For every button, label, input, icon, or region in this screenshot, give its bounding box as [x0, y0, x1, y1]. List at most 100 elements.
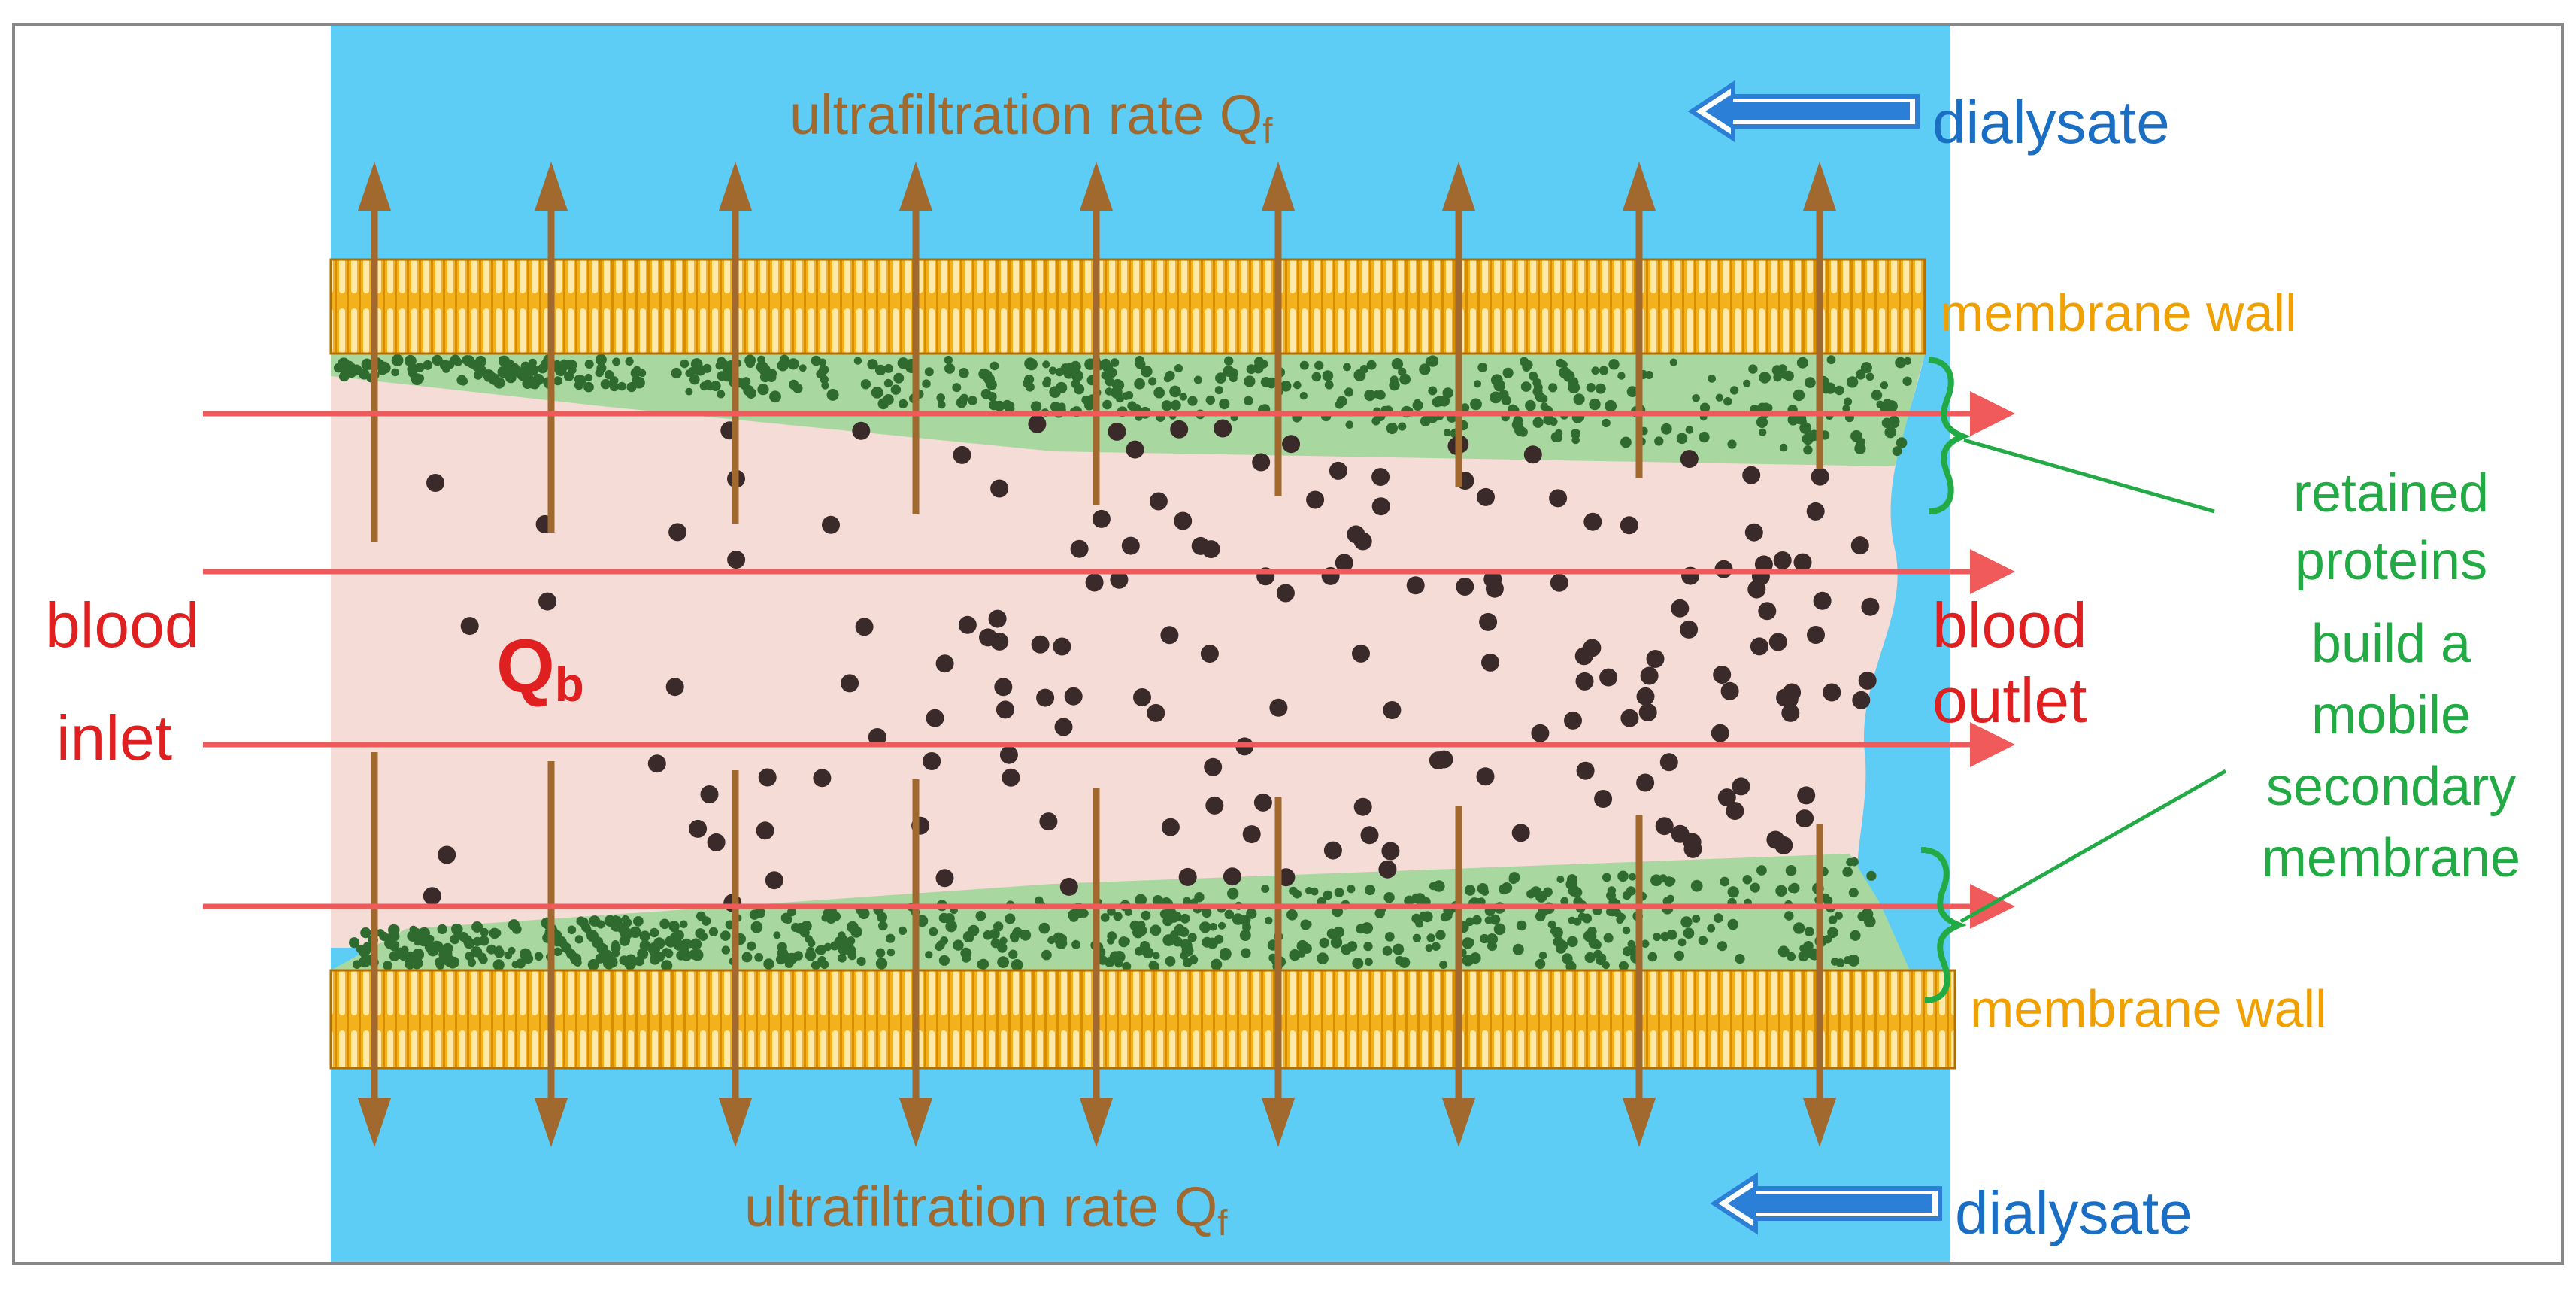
protein-dot: [1055, 367, 1065, 377]
blood-particle: [1252, 453, 1271, 472]
blood-particle: [1476, 767, 1495, 786]
blood-particle: [423, 887, 441, 906]
protein-dot: [1535, 958, 1546, 970]
protein-dot: [1530, 886, 1542, 898]
protein-dot: [1674, 950, 1684, 961]
protein-dot: [606, 956, 618, 968]
protein-dot: [1805, 377, 1816, 388]
protein-dot: [689, 374, 700, 385]
protein-dot: [1902, 376, 1912, 386]
protein-dot: [1007, 402, 1015, 410]
protein-dot: [1685, 426, 1694, 434]
protein-dot: [1041, 949, 1052, 961]
protein-dot: [1156, 390, 1165, 399]
protein-dot: [1471, 915, 1482, 925]
protein-dot: [886, 948, 896, 957]
protein-dot: [649, 927, 659, 938]
uf-arrow-down: [535, 761, 568, 1147]
protein-dot: [805, 949, 817, 961]
protein-dot: [1207, 937, 1218, 949]
protein-dot: [715, 361, 724, 370]
protein-dot: [1223, 365, 1235, 377]
protein-dot: [983, 930, 993, 940]
blood-particle: [1671, 599, 1690, 618]
protein-dot: [1115, 393, 1125, 403]
protein-dot: [1788, 884, 1797, 893]
uf-arrow-up: [535, 162, 568, 533]
protein-dot: [1244, 396, 1253, 406]
protein-dot: [818, 358, 827, 366]
protein-dot: [1605, 399, 1617, 412]
protein-dot: [1057, 934, 1068, 944]
blood-particle: [953, 445, 971, 464]
blood-particle: [1282, 435, 1301, 454]
protein-dot: [1205, 395, 1216, 405]
blood-particle: [994, 678, 1013, 697]
ultrafiltration-arrows: [358, 162, 1836, 1147]
protein-dot: [338, 362, 347, 372]
blood-particle: [1564, 711, 1582, 730]
protein-dot: [717, 390, 726, 399]
blood-particle: [1059, 877, 1078, 896]
protein-dot: [1224, 356, 1234, 366]
protein-dot: [1529, 371, 1538, 381]
protein-dot: [486, 944, 497, 955]
protein-dot: [1141, 365, 1153, 378]
protein-dot: [922, 379, 931, 388]
protein-dot: [1265, 916, 1273, 925]
blood-particle: [1160, 626, 1179, 645]
protein-dot: [1398, 422, 1407, 431]
protein-dot: [750, 921, 763, 933]
protein-dot: [1532, 378, 1542, 387]
protein-dot: [1135, 355, 1144, 365]
protein-dot: [467, 958, 477, 967]
protein-dot: [595, 368, 604, 378]
protein-dot: [1787, 414, 1799, 426]
blood-particle: [1149, 492, 1168, 511]
protein-dot: [710, 381, 721, 391]
blood-particle: [1329, 461, 1347, 480]
protein-dot: [1793, 922, 1805, 934]
protein-dot: [1180, 952, 1189, 960]
protein-dot: [701, 916, 711, 926]
protein-dot: [463, 355, 475, 367]
blood-particle: [1781, 703, 1800, 722]
protein-dot: [1748, 364, 1758, 374]
protein-dot: [1756, 416, 1768, 429]
protein-dot: [1432, 396, 1443, 408]
blood-particle: [668, 523, 687, 542]
protein-dot: [1804, 927, 1814, 936]
protein-dot: [1586, 383, 1596, 393]
blood-particle: [1594, 790, 1613, 808]
protein-dot: [432, 354, 443, 366]
membrane-wall-label-top: membrane wall: [1940, 284, 2297, 342]
protein-dot: [621, 929, 632, 940]
protein-dot: [685, 387, 693, 396]
protein-dot: [604, 369, 614, 380]
uf-arrow-up: [1803, 162, 1836, 469]
protein-dot: [1618, 961, 1629, 971]
protein-dot: [450, 934, 460, 945]
protein-dot: [1098, 955, 1108, 965]
blood-particle: [1638, 703, 1657, 721]
protein-dot: [1393, 943, 1405, 955]
blood-particle: [1713, 666, 1732, 684]
protein-dot: [690, 358, 703, 370]
blood-channel: [331, 354, 1925, 948]
protein-dot: [1570, 429, 1581, 439]
protein-dot: [1193, 375, 1202, 384]
protein-dot: [1187, 933, 1197, 942]
blood-particle: [1147, 703, 1165, 722]
blood-particle: [1659, 753, 1678, 772]
dialysate-arrow-bottom: [1710, 1172, 1942, 1235]
protein-dot: [471, 921, 483, 933]
retained-line-5: secondary: [2266, 757, 2516, 817]
protein-dot: [1723, 397, 1732, 406]
blood-particle: [1064, 687, 1083, 706]
blood-particle: [1429, 751, 1447, 770]
protein-dot: [702, 363, 712, 373]
protein-dot: [1296, 939, 1308, 952]
uf-arrow-up: [899, 162, 932, 514]
protein-dot: [1289, 949, 1301, 961]
protein-dot: [1787, 952, 1796, 961]
